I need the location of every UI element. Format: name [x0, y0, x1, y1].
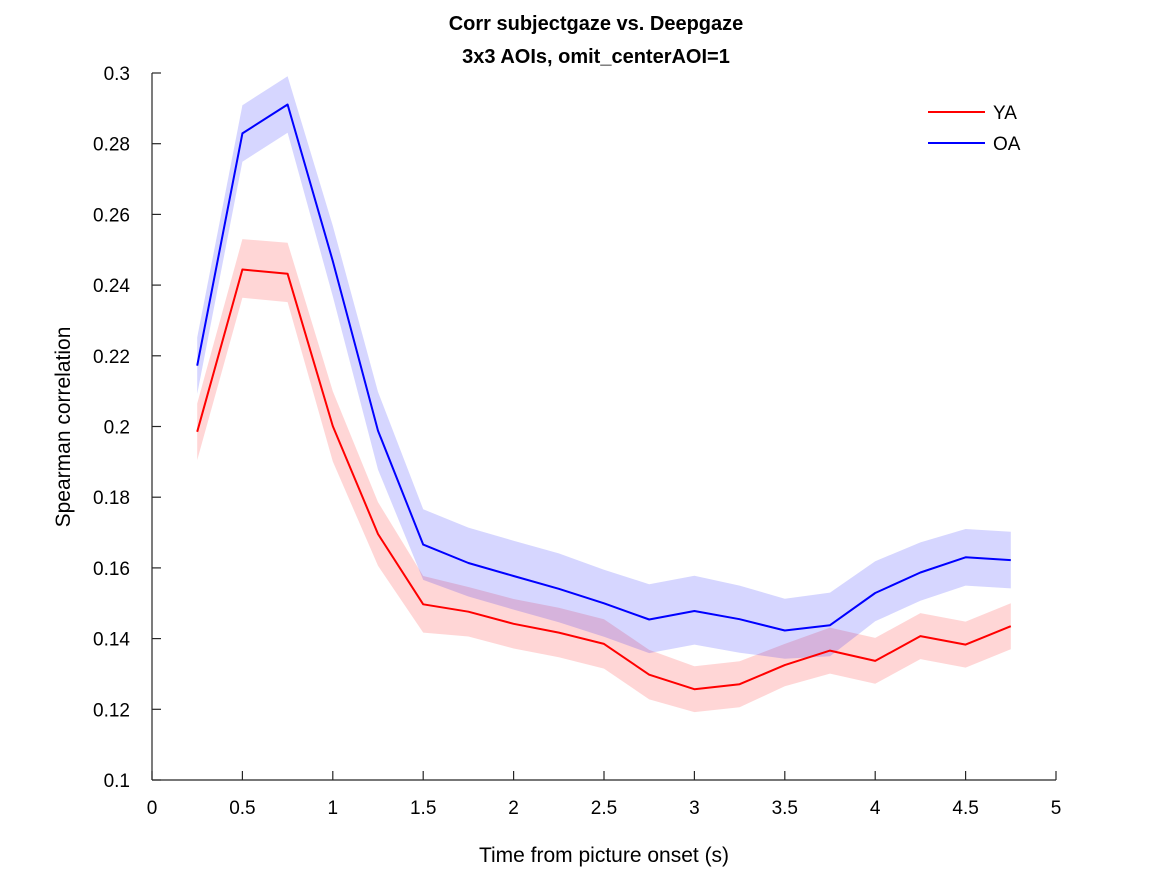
- x-tick-label: 5: [1051, 798, 1062, 819]
- axes: [151, 73, 1056, 781]
- x-tick-label: 3.5: [772, 798, 798, 819]
- x-tick-label: 4: [870, 798, 881, 819]
- y-tick-label: 0.24: [93, 276, 130, 297]
- y-tick-label: 0.1: [104, 771, 130, 792]
- y-tick-label: 0.18: [93, 488, 130, 509]
- y-tick-label: 0.28: [93, 135, 130, 156]
- series-line-oa: [196, 103, 1011, 632]
- x-tick-label: 3: [689, 798, 700, 819]
- y-tick-label: 0.16: [93, 559, 130, 580]
- chart-title-line-1: Corr subjectgaze vs. Deepgaze: [449, 13, 744, 35]
- x-tick-label: 1.5: [410, 798, 436, 819]
- legend: YA OA: [928, 103, 1021, 155]
- legend-label-ya: YA: [993, 103, 1017, 124]
- x-tick-label: 4.5: [952, 798, 978, 819]
- confidence-bands: [197, 76, 1011, 713]
- x-tick-label: 2.5: [591, 798, 617, 819]
- x-tick-label: 1: [328, 798, 339, 819]
- series-line-ya: [196, 268, 1012, 691]
- chart-title-line-2: 3x3 AOIs, omit_centerAOI=1: [462, 46, 730, 68]
- x-ticks: 0 0.5 1 1.5 2 2.5 3 3.5 4 4.5 5: [147, 771, 1062, 819]
- y-tick-label: 0.26: [93, 205, 130, 226]
- y-ticks: 0.1 0.12 0.14 0.16 0.18 0.2 0.22 0.24 0.26 0.28 0.…: [93, 64, 161, 792]
- y-tick-label: 0.12: [93, 700, 130, 721]
- x-tick-label: 0: [147, 798, 158, 819]
- confidence-band-ya: [197, 239, 1011, 713]
- x-tick-label: 0.5: [229, 798, 255, 819]
- x-axis-label: Time from picture onset (s): [479, 844, 729, 867]
- legend-label-oa: OA: [993, 134, 1021, 155]
- y-tick-label: 0.3: [104, 64, 130, 85]
- confidence-band-oa: [197, 76, 1011, 659]
- y-tick-label: 0.22: [93, 347, 130, 368]
- y-tick-label: 0.2: [104, 418, 130, 439]
- y-axis-label: Spearman correlation: [52, 327, 75, 528]
- x-tick-label: 2: [508, 798, 519, 819]
- y-tick-label: 0.14: [93, 630, 130, 651]
- series-lines: [196, 103, 1012, 691]
